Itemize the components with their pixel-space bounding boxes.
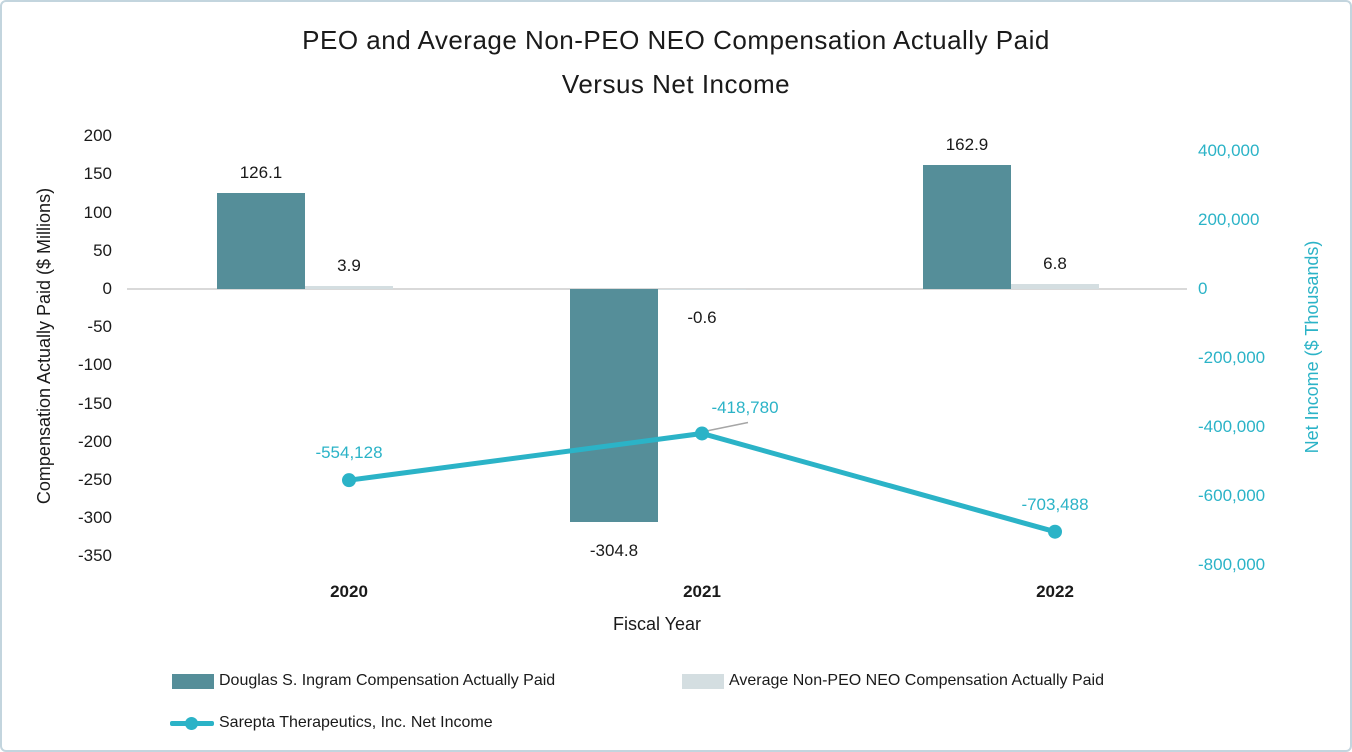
x-axis-title: Fiscal Year: [612, 614, 702, 634]
right-axis-tick-label: -200,000: [1198, 348, 1266, 367]
peo-bar-swatch-icon: [172, 673, 214, 689]
right-axis-tick-label: -600,000: [1198, 486, 1266, 505]
legend-item-net-income-line: Sarepta Therapeutics, Inc. Net Income: [170, 713, 493, 733]
legend-label-peo: Douglas S. Ingram Compensation Actually …: [219, 672, 556, 689]
peo-bar: [570, 289, 658, 522]
left-axis-tick-label: 200: [83, 126, 112, 146]
right-axis-tick-label: 200,000: [1198, 210, 1260, 229]
right-axis-tick-label: 400,000: [1198, 141, 1260, 160]
right-axis-tick-label: -800,000: [1198, 555, 1266, 574]
peo-bar: [923, 164, 1011, 289]
non-peo-bar: [305, 286, 393, 289]
bar-value-label: -304.8: [589, 540, 639, 560]
label-leader-line: [703, 421, 749, 433]
right-axis-tick-label: -400,000: [1198, 417, 1266, 436]
left-axis-tick-label: -200: [77, 431, 112, 451]
left-axis-tick-label: -100: [77, 355, 112, 375]
line-value-label: -703,488: [1021, 494, 1089, 514]
net-income-line-swatch-icon: [170, 716, 214, 731]
left-axis-tick-label: -150: [77, 393, 112, 413]
bar-value-label: 162.9: [945, 134, 989, 154]
legend-label-nonpeo: Average Non-PEO NEO Compensation Actuall…: [729, 672, 1105, 689]
left-axis-tick-label: 150: [83, 164, 112, 184]
right-axis-tick-label: 0: [1198, 279, 1208, 298]
bar-value-label: 126.1: [239, 162, 283, 182]
bar-value-label: 6.8: [1043, 253, 1067, 273]
left-axis-tick-label: -250: [77, 469, 112, 489]
legend-item-nonpeo-bar: Average Non-PEO NEO Compensation Actuall…: [682, 671, 1104, 691]
left-axis-tick-label: -300: [77, 508, 112, 528]
line-value-label: -418,780: [711, 398, 779, 418]
non-peo-bar: [1011, 283, 1099, 289]
chart-title: PEO and Average Non-PEO NEO Compensation…: [2, 18, 1350, 106]
bar-value-label: 3.9: [337, 256, 361, 276]
left-axis-tick-label: -50: [87, 317, 112, 337]
peo-bar: [217, 192, 305, 289]
net-income-marker: [1048, 524, 1062, 539]
net-income-marker: [342, 473, 356, 488]
left-axis-tick-label: 50: [93, 240, 112, 260]
net-income-line: [348, 430, 1056, 535]
left-axis-tick-label: -350: [77, 546, 112, 566]
non-peo-bar-swatch-icon: [682, 673, 724, 689]
legend-label-net-income: Sarepta Therapeutics, Inc. Net Income: [219, 714, 493, 731]
x-axis-category-label: 2021: [683, 582, 721, 601]
legend-item-peo-bar: Douglas S. Ingram Compensation Actually …: [172, 671, 555, 691]
left-axis-tick-label: 0: [102, 279, 112, 298]
x-axis-category-label: 2020: [330, 582, 368, 601]
chart-title-line-1: PEO and Average Non-PEO NEO Compensation…: [302, 25, 1050, 55]
left-axis-tick-label: 100: [83, 202, 112, 222]
right-axis-title: Net Income ($ Thousands): [1302, 240, 1322, 454]
chart-title-line-2: Versus Net Income: [561, 69, 791, 99]
bar-value-label: -0.6: [687, 308, 717, 328]
line-value-label: -554,128: [315, 443, 383, 463]
net-income-marker: [695, 426, 709, 441]
x-axis-category-label: 2022: [1036, 582, 1074, 601]
